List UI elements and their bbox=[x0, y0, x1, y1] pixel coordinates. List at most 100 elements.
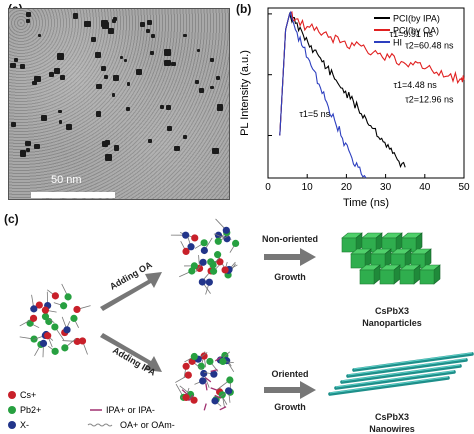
nanocrystal-dot bbox=[119, 56, 123, 60]
x-tick-label: 20 bbox=[341, 182, 353, 193]
product-top-line1: CsPbX3 bbox=[375, 306, 409, 316]
ion-ball bbox=[184, 371, 192, 379]
nanocrystal-dot bbox=[84, 20, 91, 28]
nanocrystal-dot bbox=[215, 75, 220, 80]
ion-ball bbox=[198, 278, 206, 286]
product-bottom-line2: Nanowires bbox=[369, 424, 415, 434]
nanowire-highlight bbox=[341, 364, 461, 382]
ion-ball bbox=[61, 344, 69, 352]
nanocrystal-dot bbox=[26, 12, 32, 18]
nanowire-highlight bbox=[335, 370, 455, 388]
ion-ball bbox=[78, 337, 87, 345]
ion-ball bbox=[182, 247, 190, 255]
nanocrystal-dot bbox=[159, 104, 164, 109]
nanowire bbox=[334, 370, 456, 390]
ion-ball bbox=[190, 396, 198, 404]
ion-ball bbox=[209, 261, 217, 269]
label-oriented: Oriented bbox=[271, 369, 308, 379]
lifetime-annotation-4: τ1=5 ns bbox=[299, 109, 330, 119]
cube-front bbox=[341, 237, 357, 253]
product-bottom-line1: CsPbX3 bbox=[375, 412, 409, 422]
decay-chart: 0 10 20 30 40 50 Time (ns) PL Intensity (a.u.… bbox=[239, 7, 470, 209]
nanocrystal-dot bbox=[101, 65, 107, 71]
nanocrystal-dot bbox=[103, 22, 107, 26]
ion-ball bbox=[191, 234, 199, 242]
series-line-1 bbox=[279, 10, 465, 136]
legend-x-label: X- bbox=[20, 420, 29, 430]
nanocrystal-dot bbox=[101, 22, 109, 30]
ion-ball bbox=[188, 267, 196, 275]
nanocrystal-dot bbox=[37, 33, 41, 37]
legend-x-dot bbox=[8, 421, 16, 429]
ion-ball bbox=[224, 387, 233, 395]
synthesis-schematic: Adding OA Adding IPA Non-oriented Growth… bbox=[8, 218, 474, 434]
nanocrystal-dot bbox=[58, 120, 63, 124]
ion-ball bbox=[30, 305, 38, 313]
nanocrystal-dot bbox=[113, 144, 120, 151]
x-tick-label: 50 bbox=[458, 182, 470, 193]
nanowire-highlight bbox=[347, 358, 467, 376]
ion-ball bbox=[35, 301, 43, 309]
lifetime-annotation-3: τ2=12.96 ns bbox=[405, 94, 454, 104]
ion-ball bbox=[222, 226, 230, 234]
ipa-ligand bbox=[214, 356, 222, 362]
panel-label-b: (b) bbox=[236, 2, 252, 16]
nanocrystal-dot bbox=[25, 140, 31, 147]
arrow-adding-ipa bbox=[100, 333, 162, 372]
nanocrystal-dot bbox=[171, 61, 176, 67]
nanocrystal-dot bbox=[19, 149, 27, 157]
ion-ball bbox=[232, 239, 240, 248]
nanocrystal-dot bbox=[95, 51, 102, 58]
ipa-ligand bbox=[214, 394, 222, 399]
arrow-oriented-growth bbox=[264, 381, 316, 399]
nanocrystal-dot bbox=[95, 111, 102, 117]
ion-ball bbox=[210, 370, 218, 378]
nanocrystal-dot bbox=[90, 36, 97, 43]
x-tick-label: 30 bbox=[380, 182, 392, 193]
ion-ball bbox=[223, 235, 231, 243]
nanocrystal-dot bbox=[183, 34, 187, 38]
legend-label-2: HI bbox=[393, 38, 402, 48]
ipa-ligand bbox=[204, 377, 212, 383]
legend-ipa-label: IPA+ or IPA- bbox=[106, 405, 155, 415]
ion-ball bbox=[41, 313, 50, 321]
nanocrystal-dot bbox=[140, 21, 145, 27]
nanocrystal-dot bbox=[126, 82, 131, 86]
legend-cs-dot bbox=[8, 391, 16, 399]
nanocrystal-dot bbox=[10, 122, 16, 128]
ion-ball bbox=[29, 314, 38, 322]
ion-ball bbox=[39, 339, 48, 348]
ion-ball bbox=[70, 314, 78, 322]
ipa-ligand bbox=[219, 406, 227, 411]
cube-front bbox=[419, 269, 435, 285]
nanocrystal-dot bbox=[111, 93, 116, 97]
nanocrystal-dot bbox=[112, 16, 117, 21]
nanowire-highlight bbox=[353, 352, 473, 370]
ion-ball bbox=[209, 267, 218, 275]
nanocrystal-dot bbox=[10, 62, 16, 69]
ipa-ligand bbox=[203, 403, 207, 411]
ion-ball bbox=[182, 393, 190, 402]
label-growth-bottom: Growth bbox=[274, 402, 306, 412]
ion-ball bbox=[182, 362, 190, 370]
panel-label-c: (c) bbox=[4, 212, 19, 226]
ion-ball bbox=[73, 337, 81, 346]
nanocrystal-dot bbox=[26, 19, 31, 23]
nanocrystal-dot bbox=[212, 148, 219, 155]
nanocrystal-dot bbox=[194, 79, 199, 84]
nanocrystal-dot bbox=[57, 53, 64, 60]
nanocrystal-dot bbox=[105, 154, 112, 161]
ion-ball bbox=[200, 369, 208, 378]
nanocrystal-dot bbox=[209, 57, 215, 63]
lifetime-annotation-1: τ2=60.48 ns bbox=[405, 40, 454, 50]
ipa-cluster bbox=[175, 351, 235, 411]
nanocrystal-dot bbox=[65, 123, 73, 131]
nanowire bbox=[340, 364, 462, 384]
nanocrystal-dot bbox=[147, 139, 152, 144]
series-line-0 bbox=[279, 11, 406, 169]
legend-pb-dot bbox=[8, 406, 16, 414]
nanocrystal-dot bbox=[34, 75, 42, 83]
nanocrystal-dot bbox=[216, 104, 224, 111]
ion-ball bbox=[219, 357, 227, 366]
legend-oa-line bbox=[87, 423, 113, 427]
